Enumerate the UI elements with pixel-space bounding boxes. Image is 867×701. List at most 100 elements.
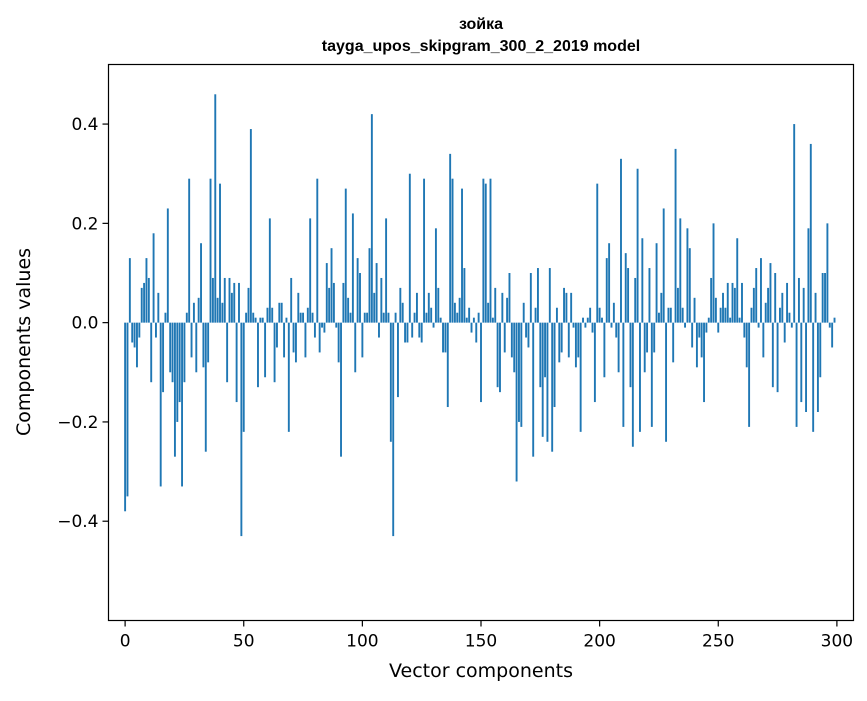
y-tick-label: −0.4 — [57, 512, 98, 532]
bar — [662, 208, 665, 323]
bar — [620, 158, 622, 323]
bar — [821, 273, 824, 323]
bar — [489, 178, 492, 323]
bar — [487, 302, 490, 323]
bar — [745, 322, 748, 368]
bar — [655, 243, 658, 323]
bar — [230, 292, 233, 323]
bar — [639, 322, 641, 432]
x-tick-label: 200 — [583, 632, 615, 652]
bar — [285, 317, 288, 323]
bar — [795, 322, 798, 427]
bar — [548, 268, 551, 323]
bar — [302, 312, 305, 323]
bar — [145, 258, 148, 323]
bar — [752, 287, 755, 323]
bar — [138, 322, 141, 338]
bar — [577, 322, 580, 358]
bar — [178, 322, 181, 403]
bar — [560, 322, 563, 353]
bar — [273, 322, 276, 383]
bar — [252, 312, 255, 323]
bar — [181, 322, 183, 487]
bar — [484, 183, 487, 323]
bar — [717, 322, 720, 333]
bar — [313, 322, 316, 338]
bar — [235, 322, 238, 403]
bar — [534, 307, 537, 323]
bar — [567, 322, 570, 358]
bar — [674, 148, 677, 323]
bar — [790, 322, 793, 328]
bar — [596, 183, 599, 323]
bar — [693, 297, 696, 323]
bar — [375, 263, 378, 323]
bar — [612, 302, 615, 323]
bar — [506, 297, 509, 323]
bar — [465, 317, 468, 323]
bar — [195, 322, 198, 373]
bar — [636, 168, 639, 323]
bar — [463, 268, 466, 323]
bar — [824, 273, 826, 323]
bar — [392, 322, 395, 537]
bar — [833, 317, 836, 323]
bar — [553, 322, 556, 408]
bar — [311, 312, 314, 323]
bar — [214, 94, 217, 323]
bar — [684, 322, 686, 328]
bar — [261, 317, 264, 323]
bar — [525, 322, 528, 338]
x-tick-label: 0 — [120, 632, 131, 652]
bar — [266, 307, 269, 323]
bar — [648, 268, 651, 323]
bar — [207, 322, 210, 363]
x-tick-label: 300 — [821, 632, 853, 652]
bar — [641, 238, 644, 323]
y-tick-label: −0.2 — [57, 413, 98, 433]
bar — [726, 282, 729, 323]
bar — [131, 322, 134, 343]
bar — [767, 287, 770, 323]
bar — [764, 302, 767, 323]
bar — [370, 114, 373, 323]
bar — [446, 322, 449, 408]
bar — [658, 312, 660, 323]
bar — [731, 282, 734, 323]
bar — [449, 153, 452, 323]
bar — [200, 243, 202, 323]
bar — [451, 178, 454, 323]
bar — [586, 317, 589, 323]
bar — [439, 317, 442, 323]
bar — [328, 287, 331, 323]
bar — [676, 287, 679, 323]
bar — [710, 277, 713, 323]
bar — [185, 312, 188, 323]
bar — [582, 317, 584, 323]
bar — [340, 322, 342, 457]
bar — [520, 322, 523, 427]
bar — [536, 268, 539, 323]
bar — [242, 322, 245, 432]
bar — [382, 312, 385, 323]
bar — [695, 322, 698, 368]
bar — [546, 322, 549, 442]
bar — [563, 287, 565, 323]
bar — [515, 322, 518, 482]
bar — [197, 297, 200, 323]
bar — [743, 322, 746, 338]
bar — [643, 322, 646, 373]
bar — [669, 307, 672, 323]
bar — [477, 312, 480, 323]
bar — [598, 307, 601, 323]
bar — [482, 178, 485, 323]
y-tick-label: 0.2 — [71, 214, 98, 234]
bar — [610, 322, 613, 328]
bar — [736, 238, 739, 323]
x-axis-label: Vector components — [389, 660, 573, 682]
bar — [423, 178, 426, 323]
bar — [589, 307, 592, 323]
bar — [541, 322, 544, 437]
bar — [719, 307, 722, 323]
bar — [624, 253, 627, 323]
